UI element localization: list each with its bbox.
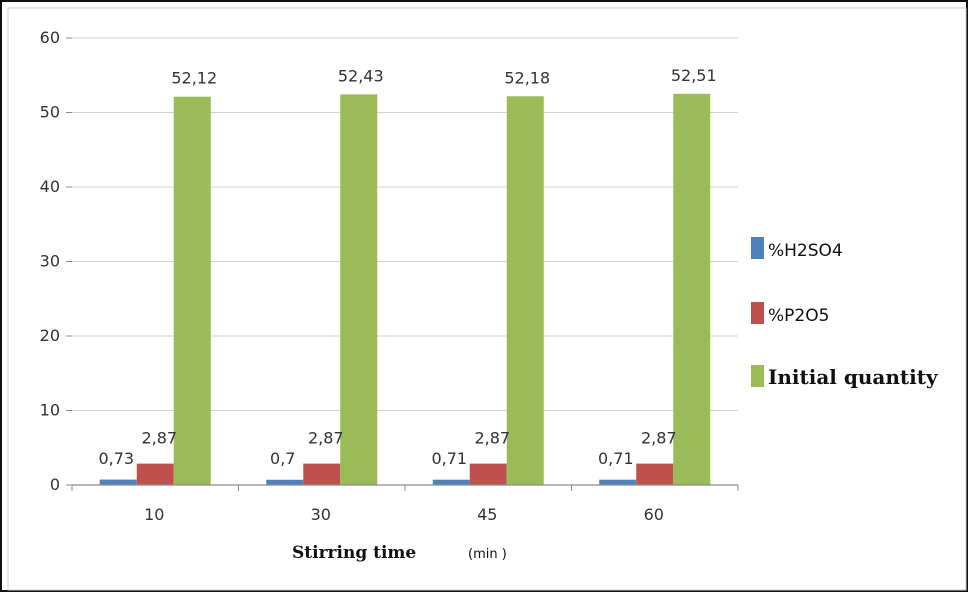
y-tick-label: 0: [50, 475, 60, 494]
bar--p2o5: [136, 463, 174, 485]
bar--p2o5: [636, 463, 674, 485]
y-tick-label: 50: [40, 103, 60, 122]
data-label: 2,87: [474, 428, 510, 447]
y-axis-ticks: 0 10 20 30 40 50 60: [40, 28, 72, 494]
y-tick-label: 60: [40, 28, 60, 47]
data-labels: 0,73 2,87 52,12 0,7 2,87 52,43 0,71 2,87 52,18 0,…: [98, 66, 716, 468]
bar--p2o5: [303, 463, 341, 485]
data-label: 0,71: [431, 449, 467, 468]
legend-item-p2o5: %P2O5: [751, 302, 829, 326]
x-axis-ticks: 10 30 45 60: [71, 485, 739, 524]
legend-swatch-p2o5: [751, 302, 764, 324]
bar--p2o5: [469, 463, 507, 485]
bar--h2so4: [432, 479, 470, 485]
plot-border: [7, 7, 967, 591]
data-label: 52,51: [671, 66, 717, 85]
bar-initial-quantity: [673, 93, 711, 485]
x-axis-title: Stirring time: [292, 543, 416, 563]
bar-initial-quantity: [173, 96, 211, 486]
x-tick-label: 60: [644, 505, 664, 524]
y-tick-label: 40: [40, 177, 60, 196]
legend-label-initial-quantity: Initial quantity: [768, 365, 939, 389]
data-label: 2,87: [641, 428, 677, 447]
data-label: 0,7: [270, 449, 295, 468]
bars: [99, 93, 711, 486]
legend-label-p2o5: %P2O5: [768, 306, 829, 326]
x-tick-label: 10: [144, 505, 164, 524]
bar-initial-quantity: [340, 94, 378, 486]
y-tick-label: 30: [40, 252, 60, 271]
legend-item-initial-quantity: Initial quantity: [751, 365, 939, 389]
legend: %H2SO4 %P2O5 Initial quantity: [751, 237, 939, 389]
legend-swatch-initial-quantity: [751, 365, 764, 387]
bar--h2so4: [99, 479, 137, 485]
data-label: 52,18: [504, 68, 550, 87]
data-label: 52,43: [338, 66, 384, 85]
legend-label-h2so4: %H2SO4: [768, 241, 843, 261]
legend-swatch-h2so4: [751, 237, 764, 259]
data-label: 2,87: [308, 428, 344, 447]
y-tick-label: 10: [40, 401, 60, 420]
bar-initial-quantity: [506, 96, 544, 485]
bar--h2so4: [266, 479, 304, 485]
x-tick-label: 45: [477, 505, 497, 524]
legend-item-h2so4: %H2SO4: [751, 237, 843, 261]
data-label: 0,73: [98, 449, 134, 468]
x-tick-label: 30: [311, 505, 331, 524]
data-label: 0,71: [598, 449, 634, 468]
x-axis-unit: (min ): [468, 547, 507, 562]
bar--h2so4: [599, 479, 637, 485]
data-label: 52,12: [171, 69, 217, 88]
y-tick-label: 20: [40, 326, 60, 345]
data-label: 2,87: [141, 428, 177, 447]
